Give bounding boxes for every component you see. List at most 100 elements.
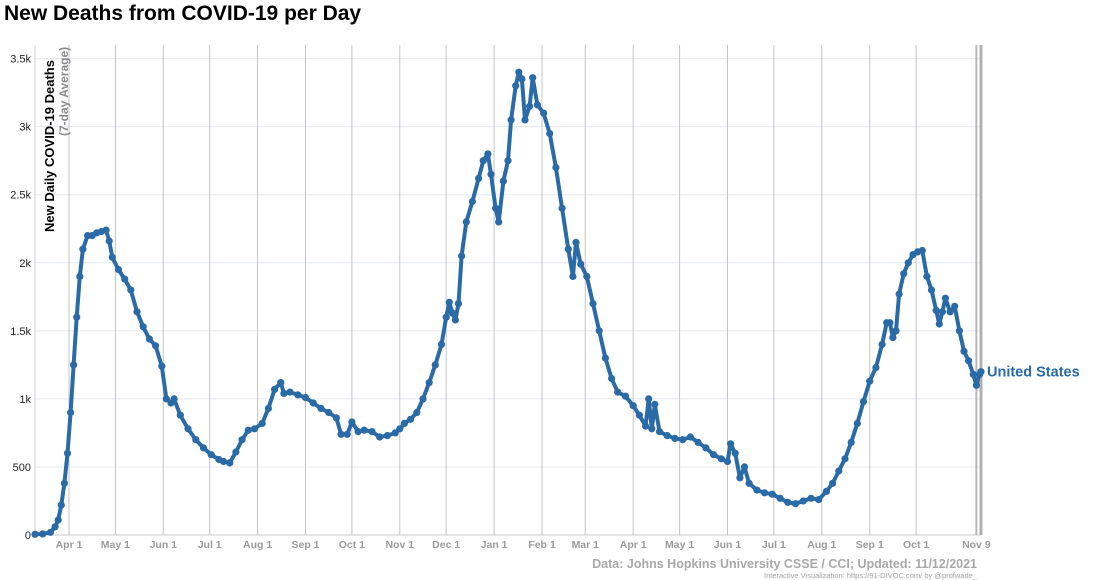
data-source: Data: Johns Hopkins University CSSE / CC… bbox=[592, 557, 977, 571]
data-point bbox=[577, 260, 585, 268]
data-point bbox=[642, 422, 650, 430]
data-point bbox=[51, 523, 59, 531]
x-tick-label: Mar 1 bbox=[572, 539, 600, 551]
data-point bbox=[220, 457, 228, 466]
data-point bbox=[727, 440, 735, 448]
data-point bbox=[717, 455, 725, 463]
data-point bbox=[383, 432, 391, 440]
data-point bbox=[702, 444, 710, 452]
data-point bbox=[105, 237, 113, 245]
data-point bbox=[935, 320, 943, 328]
data-point bbox=[294, 391, 302, 399]
data-point bbox=[731, 449, 739, 457]
data-point bbox=[552, 163, 560, 172]
data-point bbox=[348, 418, 356, 426]
data-point bbox=[918, 246, 926, 255]
data-point bbox=[507, 116, 515, 124]
y-tick-label: 1k bbox=[19, 394, 31, 406]
data-point bbox=[589, 300, 597, 308]
data-point bbox=[841, 455, 849, 463]
data-point bbox=[614, 388, 622, 396]
data-point bbox=[648, 425, 656, 433]
data-point bbox=[162, 395, 170, 403]
data-point bbox=[651, 400, 659, 408]
x-tick-label: Jul 1 bbox=[762, 539, 786, 551]
y-tick-label: 3.5k bbox=[10, 54, 31, 66]
visualization-credit: Interactive Visualization: https://91-DI… bbox=[764, 571, 977, 580]
data-point bbox=[158, 362, 166, 370]
data-point bbox=[977, 368, 985, 376]
data-point bbox=[583, 272, 591, 280]
data-point bbox=[176, 411, 184, 419]
data-point bbox=[70, 361, 78, 369]
x-tick-label: Feb 1 bbox=[528, 539, 556, 551]
data-point bbox=[264, 404, 272, 412]
data-point bbox=[895, 290, 903, 298]
data-point bbox=[753, 486, 761, 494]
data-point bbox=[396, 425, 404, 433]
series-label: United States bbox=[987, 365, 1080, 381]
x-tick-label: Aug 1 bbox=[807, 539, 836, 551]
data-point bbox=[965, 357, 973, 365]
data-point bbox=[407, 415, 415, 423]
data-point bbox=[286, 388, 294, 396]
y-tick-label: 3k bbox=[19, 122, 31, 134]
data-point bbox=[645, 395, 653, 403]
data-point bbox=[354, 428, 362, 436]
data-point bbox=[54, 516, 62, 524]
y-tick-label: 2.5k bbox=[10, 190, 31, 202]
data-point bbox=[114, 266, 123, 274]
data-point bbox=[133, 308, 141, 316]
data-point bbox=[67, 408, 75, 417]
data-point bbox=[31, 530, 39, 538]
data-point bbox=[46, 528, 55, 536]
data-point bbox=[425, 379, 433, 387]
data-point bbox=[301, 393, 310, 402]
data-point bbox=[866, 377, 874, 385]
data-point bbox=[518, 75, 526, 83]
x-tick-label: Jun 1 bbox=[150, 539, 178, 551]
data-point bbox=[442, 313, 450, 321]
data-point bbox=[900, 270, 908, 278]
data-point bbox=[955, 327, 964, 335]
data-point bbox=[244, 426, 252, 434]
data-point bbox=[121, 275, 129, 283]
data-point bbox=[468, 197, 476, 206]
data-point bbox=[946, 308, 954, 316]
y-tick-label: 2k bbox=[19, 258, 31, 270]
data-point bbox=[475, 174, 483, 182]
data-point bbox=[360, 426, 368, 434]
data-point bbox=[791, 500, 800, 508]
data-point bbox=[487, 170, 495, 178]
data-point bbox=[663, 432, 671, 440]
data-point bbox=[872, 364, 880, 372]
data-point bbox=[904, 259, 912, 267]
data-point bbox=[325, 408, 333, 417]
data-point bbox=[878, 340, 886, 348]
data-point bbox=[170, 395, 178, 403]
data-point bbox=[454, 300, 463, 308]
data-point bbox=[317, 404, 325, 412]
data-point bbox=[886, 319, 894, 327]
data-point bbox=[569, 272, 577, 280]
data-point bbox=[376, 433, 384, 441]
data-point bbox=[332, 414, 340, 422]
data-point bbox=[938, 308, 947, 316]
y-tick-label: 1.5k bbox=[10, 326, 31, 338]
data-point bbox=[127, 286, 135, 294]
data-point bbox=[671, 434, 679, 442]
data-point bbox=[139, 323, 147, 331]
axis-layer: 0 500 1k 1.5k 2k 2.5k 3k 3.5k Apr 1 May 1 Jun 1 Jul… bbox=[10, 54, 991, 551]
data-point bbox=[437, 340, 446, 348]
x-tick-label: May 1 bbox=[101, 539, 130, 551]
x-tick-label: Sep 1 bbox=[291, 539, 319, 551]
data-point bbox=[889, 334, 897, 342]
data-point bbox=[271, 385, 279, 393]
data-point bbox=[238, 436, 246, 444]
data-point bbox=[337, 430, 345, 438]
x-tick-label: May 1 bbox=[665, 539, 694, 551]
data-point bbox=[927, 286, 936, 294]
series-line bbox=[33, 70, 983, 537]
data-point bbox=[694, 438, 702, 446]
